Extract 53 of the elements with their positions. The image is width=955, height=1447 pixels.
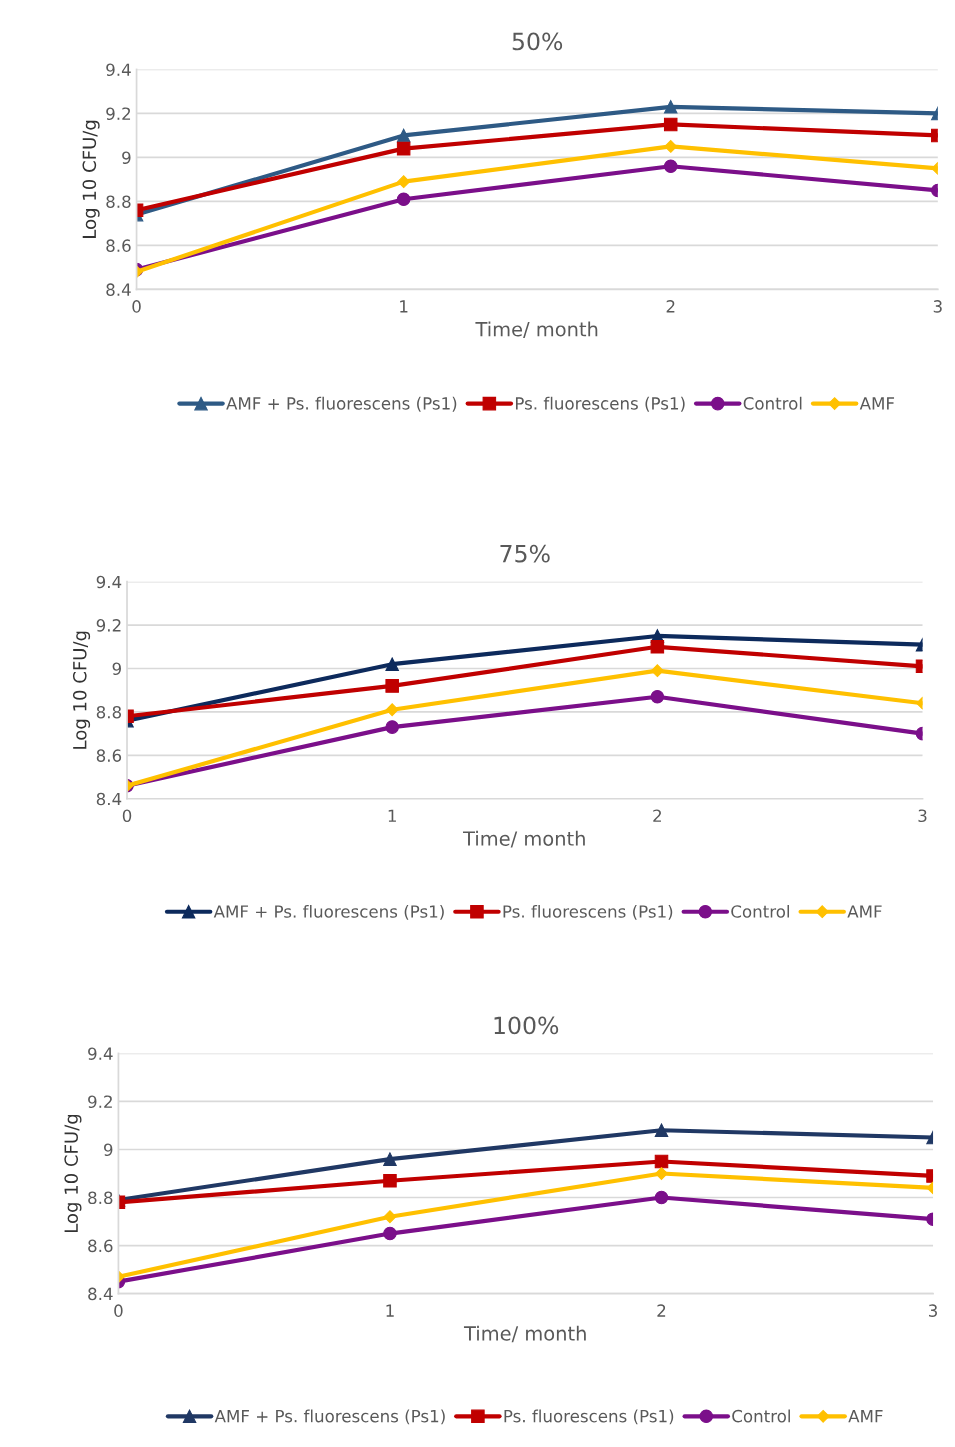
y-tick-label: 8.8	[88, 1191, 113, 1205]
y-tick-label: 8.4	[88, 1287, 113, 1301]
x-tick-label: 3	[933, 300, 942, 313]
y-tick-label: 9.2	[96, 619, 121, 632]
x-axis-title: Time/ month	[463, 830, 585, 848]
x-tick-label: 3	[929, 1304, 937, 1317]
point	[383, 1152, 397, 1166]
x-tick-label: 0	[132, 300, 141, 313]
x-tick-label: 2	[657, 1304, 666, 1317]
legend-label: AMF + Ps. fluorescens (Ps1)	[213, 904, 444, 920]
y-tick-label: 8.6	[96, 749, 122, 762]
x-tick-label: 2	[653, 809, 661, 822]
y-tick-label: 9	[112, 662, 121, 676]
y-tick-label: 8.8	[96, 705, 122, 719]
legend-label: Control	[732, 1409, 790, 1423]
y-tick-label: 8.6	[106, 239, 131, 252]
legend-label: AMF + Ps. fluorescens (Ps1)	[214, 1409, 445, 1425]
x-tick-label: 0	[114, 1304, 123, 1317]
y-tick-label: 9.4	[106, 63, 131, 77]
chart-title: 75%	[500, 544, 550, 563]
legend-label: Control	[743, 396, 802, 410]
x-tick-label: 0	[122, 809, 132, 823]
x-tick-label: 3	[918, 809, 927, 823]
legend-label: AMF + Ps. fluorescens (Ps1)	[226, 396, 457, 412]
y-tick-label: 9	[122, 151, 131, 164]
legend-label: AMF	[847, 905, 882, 918]
chart-title: 100%	[494, 1016, 559, 1035]
legend-label: AMF	[859, 397, 895, 410]
y-tick-label: 9.4	[88, 1047, 113, 1060]
y-tick-label: 8.4	[106, 283, 131, 296]
x-axis-title: Time/ month	[463, 1325, 586, 1343]
legend-label: Control	[731, 904, 789, 918]
x-tick-label: 1	[388, 809, 396, 822]
x-tick-label: 2	[666, 300, 675, 313]
y-tick-label: 8.8	[106, 195, 131, 208]
y-axis-title: Log 10 CFU/g	[64, 1114, 82, 1232]
y-tick-label: 8.6	[88, 1239, 113, 1253]
legend-label: AMF	[848, 1410, 883, 1423]
y-tick-label: 9	[104, 1143, 113, 1157]
chart-title: 50%	[512, 32, 563, 51]
point	[654, 1123, 669, 1138]
x-tick-label: 1	[386, 1304, 394, 1317]
legend-label: Ps. fluorescens (Ps1)	[504, 1409, 674, 1425]
x-axis-title: Time/ month	[475, 321, 598, 339]
x-tick-label: 1	[400, 300, 408, 313]
y-tick-label: 8.4	[96, 792, 122, 806]
legend-label: Ps. fluorescens (Ps1)	[515, 396, 685, 412]
y-tick-label: 9.2	[88, 1095, 112, 1109]
y-axis-title: Log 10 CFU/g	[82, 120, 100, 238]
y-tick-label: 9.2	[106, 107, 131, 121]
y-axis-title: Log 10 CFU/g	[72, 631, 91, 749]
y-tick-label: 9.4	[96, 575, 122, 589]
legend-label: Ps. fluorescens (Ps1)	[503, 904, 673, 920]
